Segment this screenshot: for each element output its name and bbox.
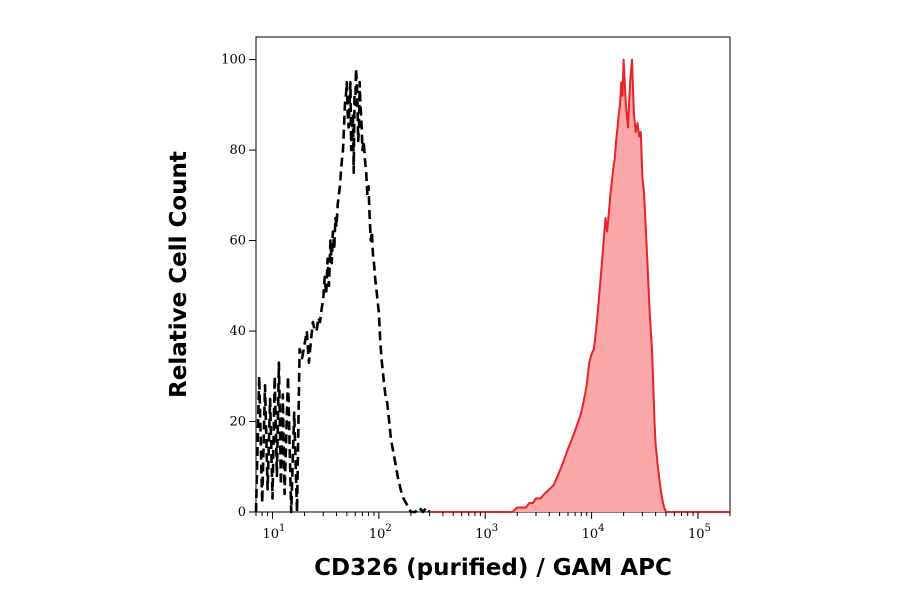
y-tick-label: 100 [221, 53, 246, 68]
x-tick-label: 104 [582, 523, 605, 542]
stained-histogram-fill [429, 59, 730, 512]
x-axis-ticks: 101 102 103 104 105 [255, 512, 731, 542]
x-tick-label: 102 [369, 523, 392, 542]
x-tick-label: 105 [688, 523, 711, 542]
y-tick-label: 60 [229, 234, 246, 249]
series-layer [254, 58, 730, 514]
y-tick-label: 80 [229, 143, 246, 158]
x-tick-label: 103 [475, 523, 498, 542]
y-axis-ticks: 0 20 40 60 80 100 [221, 53, 256, 520]
x-tick-label: 101 [262, 523, 285, 542]
stained-histogram-line [429, 58, 730, 513]
x-axis-title: CD326 (purified) / GAM APC [314, 555, 672, 581]
y-tick-label: 20 [229, 415, 246, 430]
y-tick-label: 0 [238, 505, 246, 520]
y-axis-title: Relative Cell Count [166, 151, 192, 398]
y-tick-label: 40 [229, 324, 246, 339]
control-histogram-dashed-line [254, 67, 431, 514]
